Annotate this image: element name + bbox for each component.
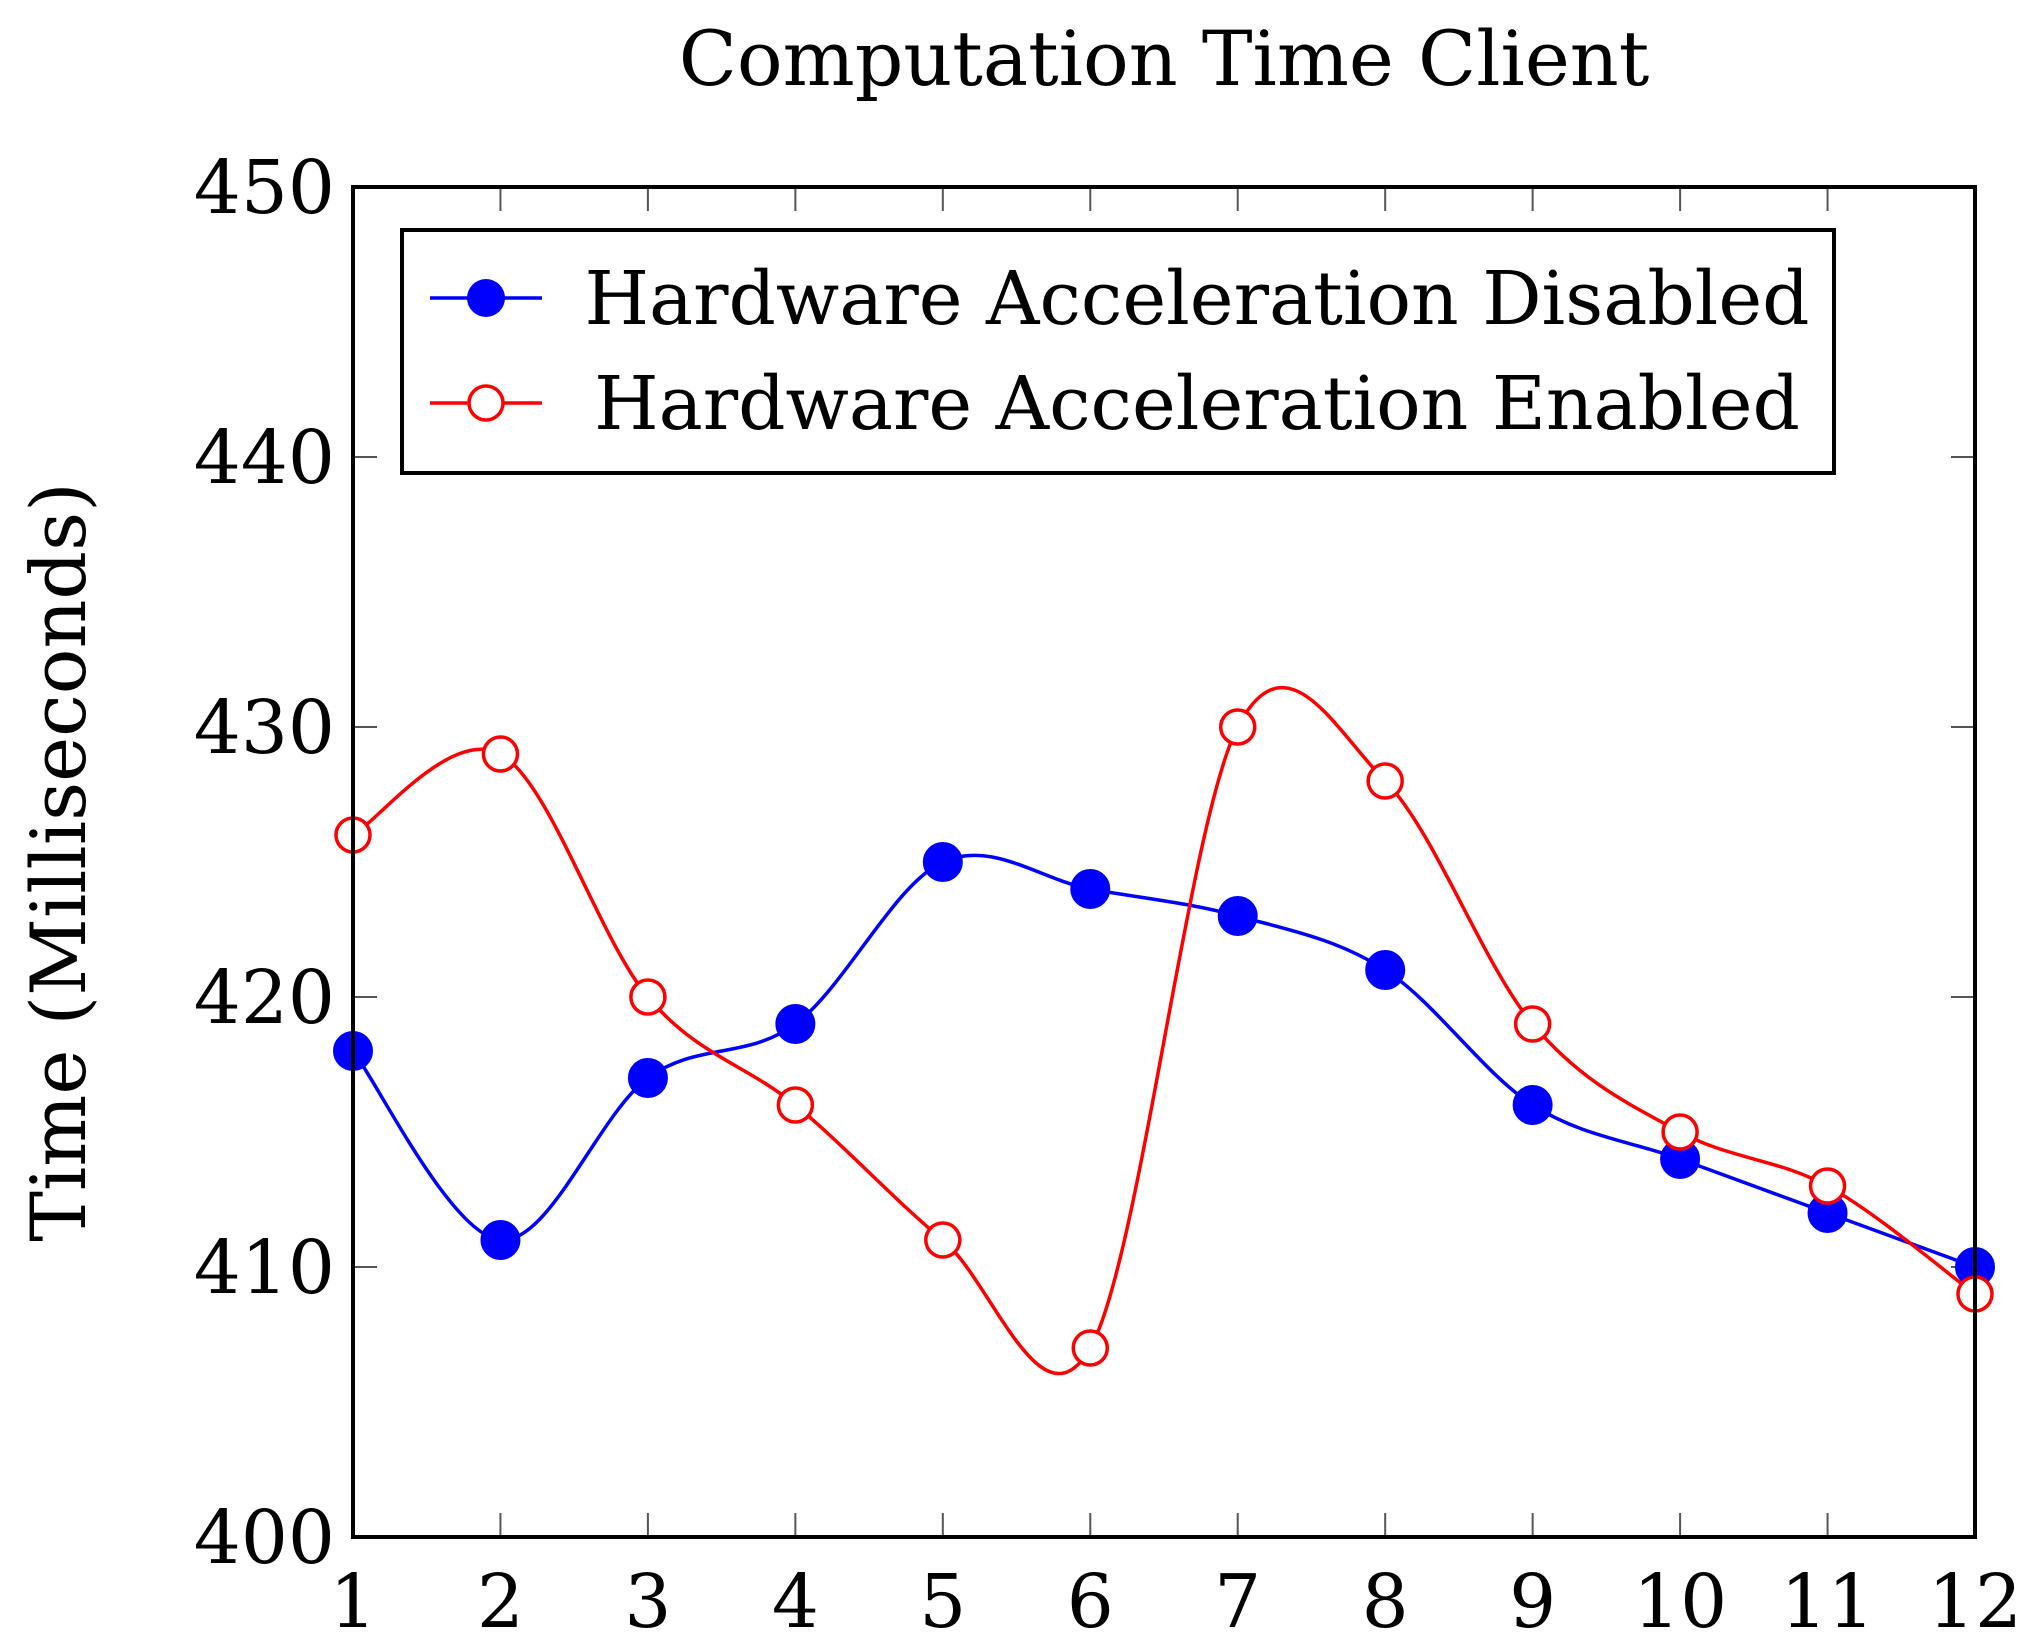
legend-item: Hardware Acceleration Enabled xyxy=(430,361,1800,447)
legend-marker xyxy=(467,279,505,317)
legend-label: Hardware Acceleration Enabled xyxy=(594,361,1800,447)
data-point xyxy=(1513,1005,1552,1043)
data-point xyxy=(1365,950,1406,990)
x-tick-label: 11 xyxy=(1780,1559,1874,1645)
data-point xyxy=(481,735,520,773)
data-point xyxy=(776,1086,815,1124)
legend-label: Hardware Acceleration Disabled xyxy=(584,256,1809,342)
x-tick-label: 1 xyxy=(329,1559,376,1645)
series-1 xyxy=(333,842,1995,1287)
x-tick-label: 6 xyxy=(1067,1559,1114,1645)
legend-marker xyxy=(467,384,505,422)
y-tick-label: 450 xyxy=(194,145,335,231)
data-point xyxy=(922,842,963,882)
data-point xyxy=(775,1004,816,1044)
data-point xyxy=(1512,1085,1553,1125)
plot-frame xyxy=(351,185,1977,1539)
data-point xyxy=(1661,1113,1699,1151)
data-point xyxy=(1366,762,1404,800)
chart-title: Computation Time Client xyxy=(679,14,1650,103)
data-point xyxy=(1808,1167,1847,1205)
x-tick-label: 10 xyxy=(1633,1559,1727,1645)
y-tick-label: 440 xyxy=(194,415,335,501)
x-tick-label: 4 xyxy=(772,1559,819,1645)
series-2 xyxy=(334,685,1994,1376)
y-tick-label: 410 xyxy=(194,1225,335,1311)
legend-item: Hardware Acceleration Disabled xyxy=(430,256,1810,342)
y-axis-label: Time (Milliseconds) xyxy=(14,482,103,1241)
data-point xyxy=(1217,896,1258,936)
data-point xyxy=(924,1221,962,1259)
legend: Hardware Acceleration Disabled Hardware A… xyxy=(400,228,1836,475)
x-tick-label: 8 xyxy=(1362,1559,1409,1645)
legend-box xyxy=(400,228,1836,475)
data-point xyxy=(480,1220,521,1260)
y-tick-label: 430 xyxy=(194,685,335,771)
data-point xyxy=(627,1058,668,1098)
data-point xyxy=(1071,1329,1110,1367)
series-line xyxy=(352,685,1977,1376)
x-tick-label: 5 xyxy=(919,1559,966,1645)
x-tick-label: 12 xyxy=(1928,1559,2022,1645)
y-tick-label: 400 xyxy=(194,1495,335,1581)
y-tick-label: 420 xyxy=(194,955,335,1041)
series-line xyxy=(351,853,1976,1269)
data-point xyxy=(1218,708,1257,746)
data-point xyxy=(1070,869,1111,909)
x-tick-label: 3 xyxy=(624,1559,671,1645)
series-layer xyxy=(333,685,1995,1376)
data-point xyxy=(629,978,667,1016)
x-tick-label: 2 xyxy=(477,1559,524,1645)
x-tick-label: 9 xyxy=(1509,1559,1556,1645)
x-tick-label: 7 xyxy=(1214,1559,1261,1645)
